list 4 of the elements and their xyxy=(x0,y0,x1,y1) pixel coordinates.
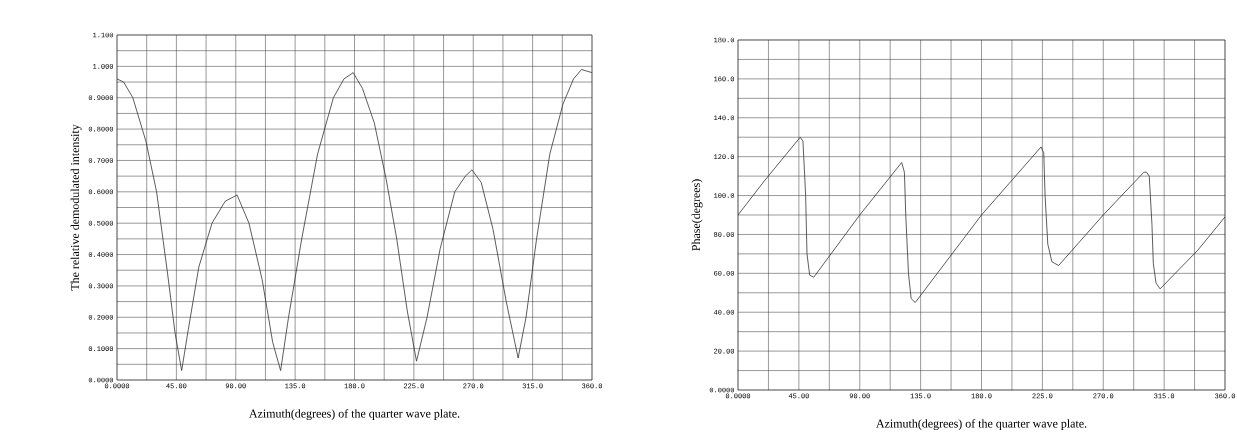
x-axis-title: Azimuth(degrees) of the quarter wave plate. xyxy=(876,419,1087,431)
y-axis-title: Phase(degrees) xyxy=(691,179,703,251)
x-axis-title: Azimuth(degrees) of the quarter wave plate. xyxy=(249,409,460,421)
y-axis-title: The relative demodulated intensity xyxy=(70,124,82,291)
